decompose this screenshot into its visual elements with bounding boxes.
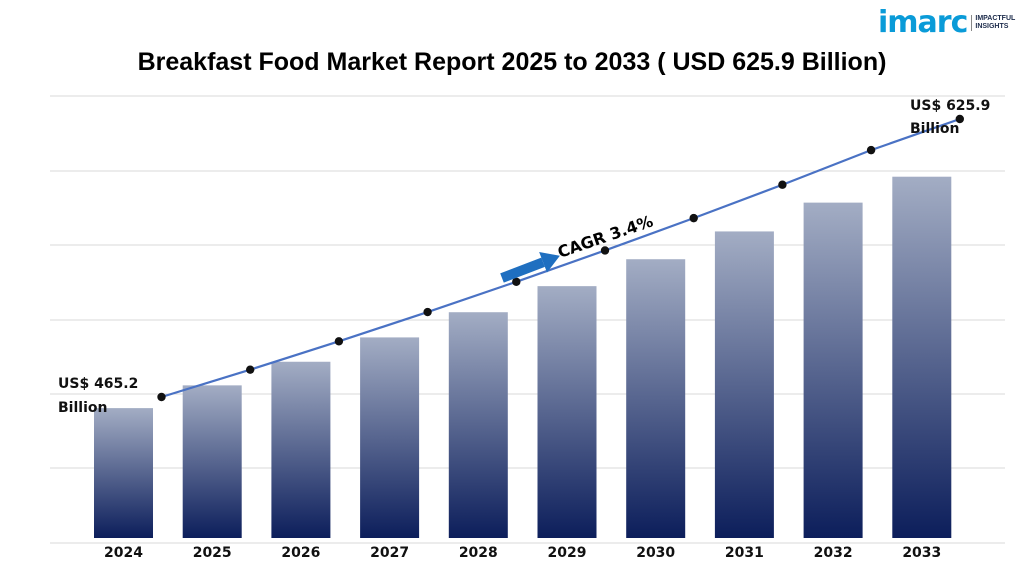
bar-2033 (892, 176, 952, 539)
trend-line (157, 114, 964, 402)
arrow-head (539, 251, 560, 273)
logo-tagline-line2: INSIGHTS (975, 23, 1009, 30)
trend-point-2028 (512, 277, 521, 286)
x-tick-label: 2032 (814, 545, 853, 561)
trend-point-2031 (778, 180, 787, 189)
x-tick-label: 2027 (370, 545, 409, 561)
trend-point-2027 (423, 307, 432, 317)
bar-2027 (360, 337, 420, 538)
arrow-shaft (500, 257, 545, 283)
logo-tagline-line1: IMPACTFUL (975, 15, 1016, 22)
logo-tagline: IMPACTFUL INSIGHTS (971, 15, 1015, 31)
bar-2031 (714, 231, 774, 538)
bar-2029 (537, 286, 597, 538)
start-value-label: US$ 465.2 (58, 376, 138, 392)
trend-point-2033 (955, 114, 964, 124)
bar-2032 (803, 202, 863, 538)
x-tick-label: 2024 (104, 545, 143, 561)
trend-point-2030 (689, 213, 698, 223)
trend-point-2026 (334, 337, 344, 346)
bar-2026 (271, 361, 331, 538)
bars (94, 176, 952, 539)
trend-polyline (161, 117, 961, 399)
x-tick-label: 2029 (548, 545, 587, 561)
x-tick-label: 2033 (902, 545, 941, 561)
x-tick-label: 2030 (636, 545, 675, 561)
bar-2028 (448, 312, 508, 538)
bar-2025 (182, 385, 242, 538)
start-unit-label: Billion (58, 400, 107, 416)
bar-2024 (94, 408, 153, 538)
end-unit-label: Billion (910, 121, 959, 137)
chart-title: Breakfast Food Market Report 2025 to 203… (137, 48, 887, 76)
trend-point-2029 (600, 246, 610, 255)
cagr-arrow (500, 251, 560, 283)
logo-wordmark: imarc (878, 5, 968, 40)
imarc-logo: imarc IMPACTFUL INSIGHTS (878, 8, 1015, 38)
x-tick-label: 2031 (725, 545, 764, 561)
trend-point-2032 (866, 145, 876, 155)
x-tick-label: 2025 (193, 545, 232, 561)
bar-2030 (626, 259, 686, 538)
x-tick-label: 2028 (459, 545, 498, 561)
trend-point-2024 (157, 392, 166, 402)
x-tick-label: 2026 (281, 545, 320, 561)
end-value-label: US$ 625.9 (910, 98, 990, 114)
trend-point-2025 (246, 365, 255, 374)
